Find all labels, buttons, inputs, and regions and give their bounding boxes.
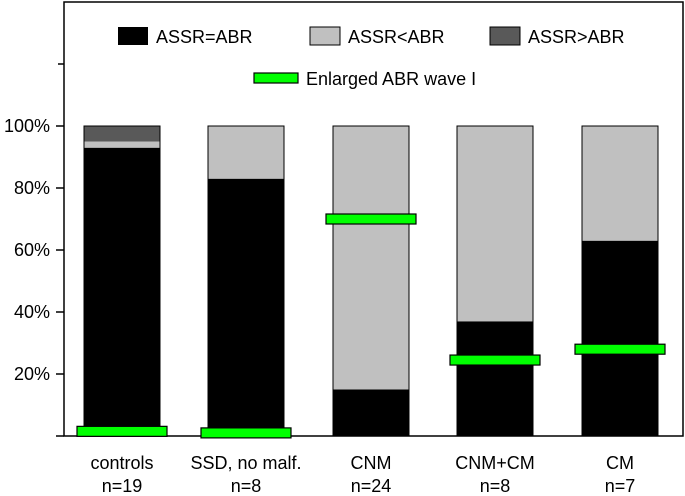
- legend-label-assr-equal-abr: ASSR=ABR: [156, 27, 253, 47]
- legend: ASSR=ABR ASSR<ABR ASSR>ABR Enlarged ABR …: [118, 26, 625, 89]
- y-tick-label: 100%: [4, 116, 50, 136]
- x-axis-labels: controls n=19 SSD, no malf. n=8 CNM n=24 CNM+C…: [90, 453, 635, 496]
- bar-segment: [582, 126, 658, 241]
- bar-segment: [582, 240, 658, 436]
- bar-segment: [208, 178, 284, 436]
- legend-label-assr-greater-abr: ASSR>ABR: [528, 27, 625, 47]
- enlarged-wave-marker: [76, 425, 168, 437]
- x-category-label: CNM+CM: [455, 453, 535, 473]
- x-category-count: n=19: [102, 476, 143, 496]
- enlarged-wave-marker: [449, 354, 541, 366]
- bar-segment: [84, 141, 160, 148]
- bar-segment: [84, 126, 160, 142]
- x-category-label: CNM: [351, 453, 392, 473]
- x-category-label: CM: [606, 453, 634, 473]
- enlarged-wave-marker: [574, 343, 666, 355]
- bar-segment: [84, 147, 160, 436]
- enlarged-wave-marker: [325, 213, 417, 225]
- enlarged-wave-marker: [200, 427, 292, 439]
- x-category-count: n=7: [605, 476, 636, 496]
- y-axis: 20% 40% 60% 80% 100%: [4, 63, 64, 437]
- y-tick-label: 20%: [14, 364, 50, 384]
- legend-swatch-assr-greater-abr: [489, 26, 521, 46]
- y-tick-label: 40%: [14, 302, 50, 322]
- bar-segment: [208, 126, 284, 179]
- x-category-count: n=24: [351, 476, 392, 496]
- x-category-label: SSD, no malf.: [190, 453, 301, 473]
- bar-outline: [581, 125, 659, 437]
- x-category-label: controls: [90, 453, 153, 473]
- bar-segment: [333, 126, 409, 390]
- bar-segment: [333, 389, 409, 436]
- x-category-count: n=8: [231, 476, 262, 496]
- legend-swatch-enlarged-wave: [253, 72, 299, 84]
- y-tick-label: 80%: [14, 178, 50, 198]
- legend-swatch-assr-equal-abr: [118, 27, 148, 45]
- bar-outline: [456, 125, 534, 437]
- legend-swatch-assr-less-abr: [309, 26, 341, 46]
- bar-outline: [332, 125, 410, 437]
- wave-markers: [76, 213, 666, 439]
- bar-segment: [457, 321, 533, 436]
- legend-label-assr-less-abr: ASSR<ABR: [348, 27, 445, 47]
- y-tick-label: 60%: [14, 240, 50, 260]
- legend-label-enlarged-wave: Enlarged ABR wave I: [306, 69, 476, 89]
- x-category-count: n=8: [480, 476, 511, 496]
- bars: [83, 125, 659, 437]
- bar-segment: [457, 126, 533, 322]
